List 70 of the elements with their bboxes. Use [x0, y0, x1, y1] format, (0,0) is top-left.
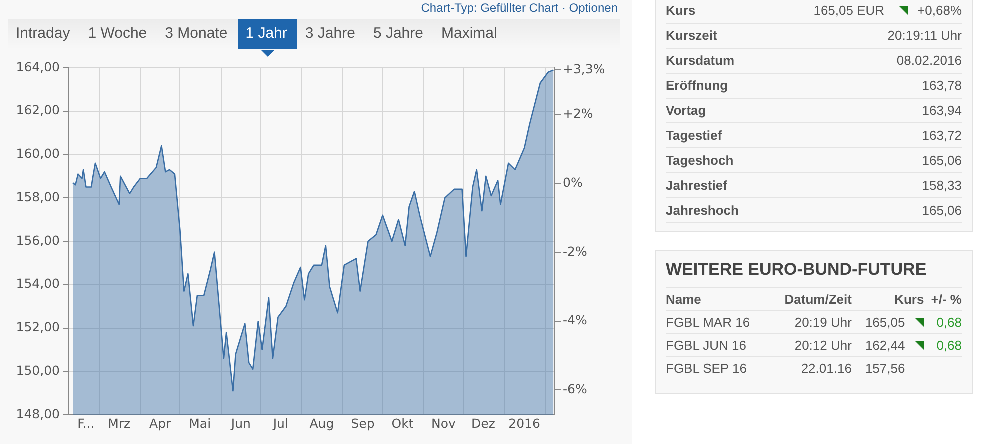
x-tick-label: Aug: [310, 416, 334, 431]
x-tick-label: Nov: [432, 416, 457, 431]
text: 163,94: [922, 103, 962, 118]
text: +0,68%: [918, 3, 962, 18]
category-label: Kurs: [666, 3, 696, 18]
y2-tick-label: -6%: [563, 381, 588, 396]
text: 1 Woche: [87, 24, 148, 44]
y2-tick-label: -2%: [563, 244, 588, 259]
category-label: FGBL MAR 16: [666, 314, 750, 330]
text: 165,05: [865, 314, 906, 330]
y-tick-label: 150,00: [16, 362, 60, 378]
text: 157,56: [865, 360, 906, 376]
category-label: Jahreshoch: [666, 202, 739, 218]
text: 20:12 Uhr: [794, 338, 852, 352]
y-tick-label: 156,00: [16, 232, 60, 248]
text: 162,44: [865, 338, 906, 352]
y-tick-label: 148,00: [16, 406, 60, 422]
y-tick-label: 162,00: [16, 102, 60, 118]
x-tick-label: Jun: [230, 416, 251, 431]
x-tick-label: Mrz: [108, 416, 131, 431]
category-label: Tageshoch: [666, 152, 734, 168]
text: 165,06: [922, 202, 962, 218]
y-tick-label: 154,00: [16, 276, 60, 292]
text: 20:19 Uhr: [794, 314, 852, 330]
x-tick-label: Jul: [272, 416, 288, 431]
y-tick-label: 158,00: [16, 189, 60, 204]
text: 22.01.16: [801, 360, 852, 376]
x-tick-label: Sep: [351, 416, 375, 431]
category-label: Jahrestief: [666, 178, 728, 193]
category-label: Name: [666, 288, 770, 310]
text: Intraday: [15, 24, 72, 44]
category-label: Eröffnung: [666, 78, 728, 94]
x-tick-label: 2016: [508, 416, 540, 431]
text: Chart-Typ: Gefüllter Chart · Optionen: [421, 1, 618, 15]
text: 0,68: [936, 314, 962, 330]
text: Maximal: [440, 24, 498, 44]
y2-tick-label: 0%: [563, 174, 583, 190]
x-tick-label: Okt: [392, 416, 414, 431]
x-tick-label: Mai: [189, 416, 212, 431]
text: 0,68: [936, 338, 962, 352]
category-label: Kurs: [852, 288, 924, 310]
x-tick-label: F...: [78, 416, 95, 431]
category-label: +/- %: [924, 288, 962, 310]
x-tick-label: Dez: [472, 416, 496, 431]
text: 163,78: [922, 78, 962, 94]
category-label: Datum/Zeit: [769, 288, 852, 310]
text: 3 Monate: [164, 24, 229, 44]
category-label: Kursdatum: [666, 53, 735, 68]
y2-tick-label: +3,3%: [563, 61, 606, 76]
text: 3 Jahre: [304, 24, 356, 44]
y-tick-label: 164,00: [16, 59, 60, 74]
category-label: Tagestief: [666, 128, 722, 143]
category-label: Vortag: [666, 103, 706, 118]
category-label: FGBL SEP 16: [666, 360, 747, 376]
text: 5 Jahre: [372, 24, 424, 44]
text: 165,06: [922, 152, 962, 168]
y2-tick-label: -4%: [563, 312, 588, 328]
text: 165,05 EUR: [814, 3, 885, 18]
text: 1 Jahr: [238, 19, 298, 49]
text: 20:19:11 Uhr: [888, 28, 962, 44]
y2-tick-label: +2%: [563, 106, 594, 122]
y-tick-label: 160,00: [16, 146, 60, 161]
category-label: Kurszeit: [666, 28, 718, 44]
category-label: FGBL JUN 16: [666, 338, 746, 352]
y-tick-label: 152,00: [16, 320, 60, 334]
text: 158,33: [922, 178, 962, 193]
text: WEITERE EURO-BUND-FUTURE: [665, 259, 928, 281]
text: 08.02.2016: [896, 53, 962, 68]
text: 163,72: [922, 128, 962, 143]
x-tick-label: Apr: [150, 416, 172, 431]
